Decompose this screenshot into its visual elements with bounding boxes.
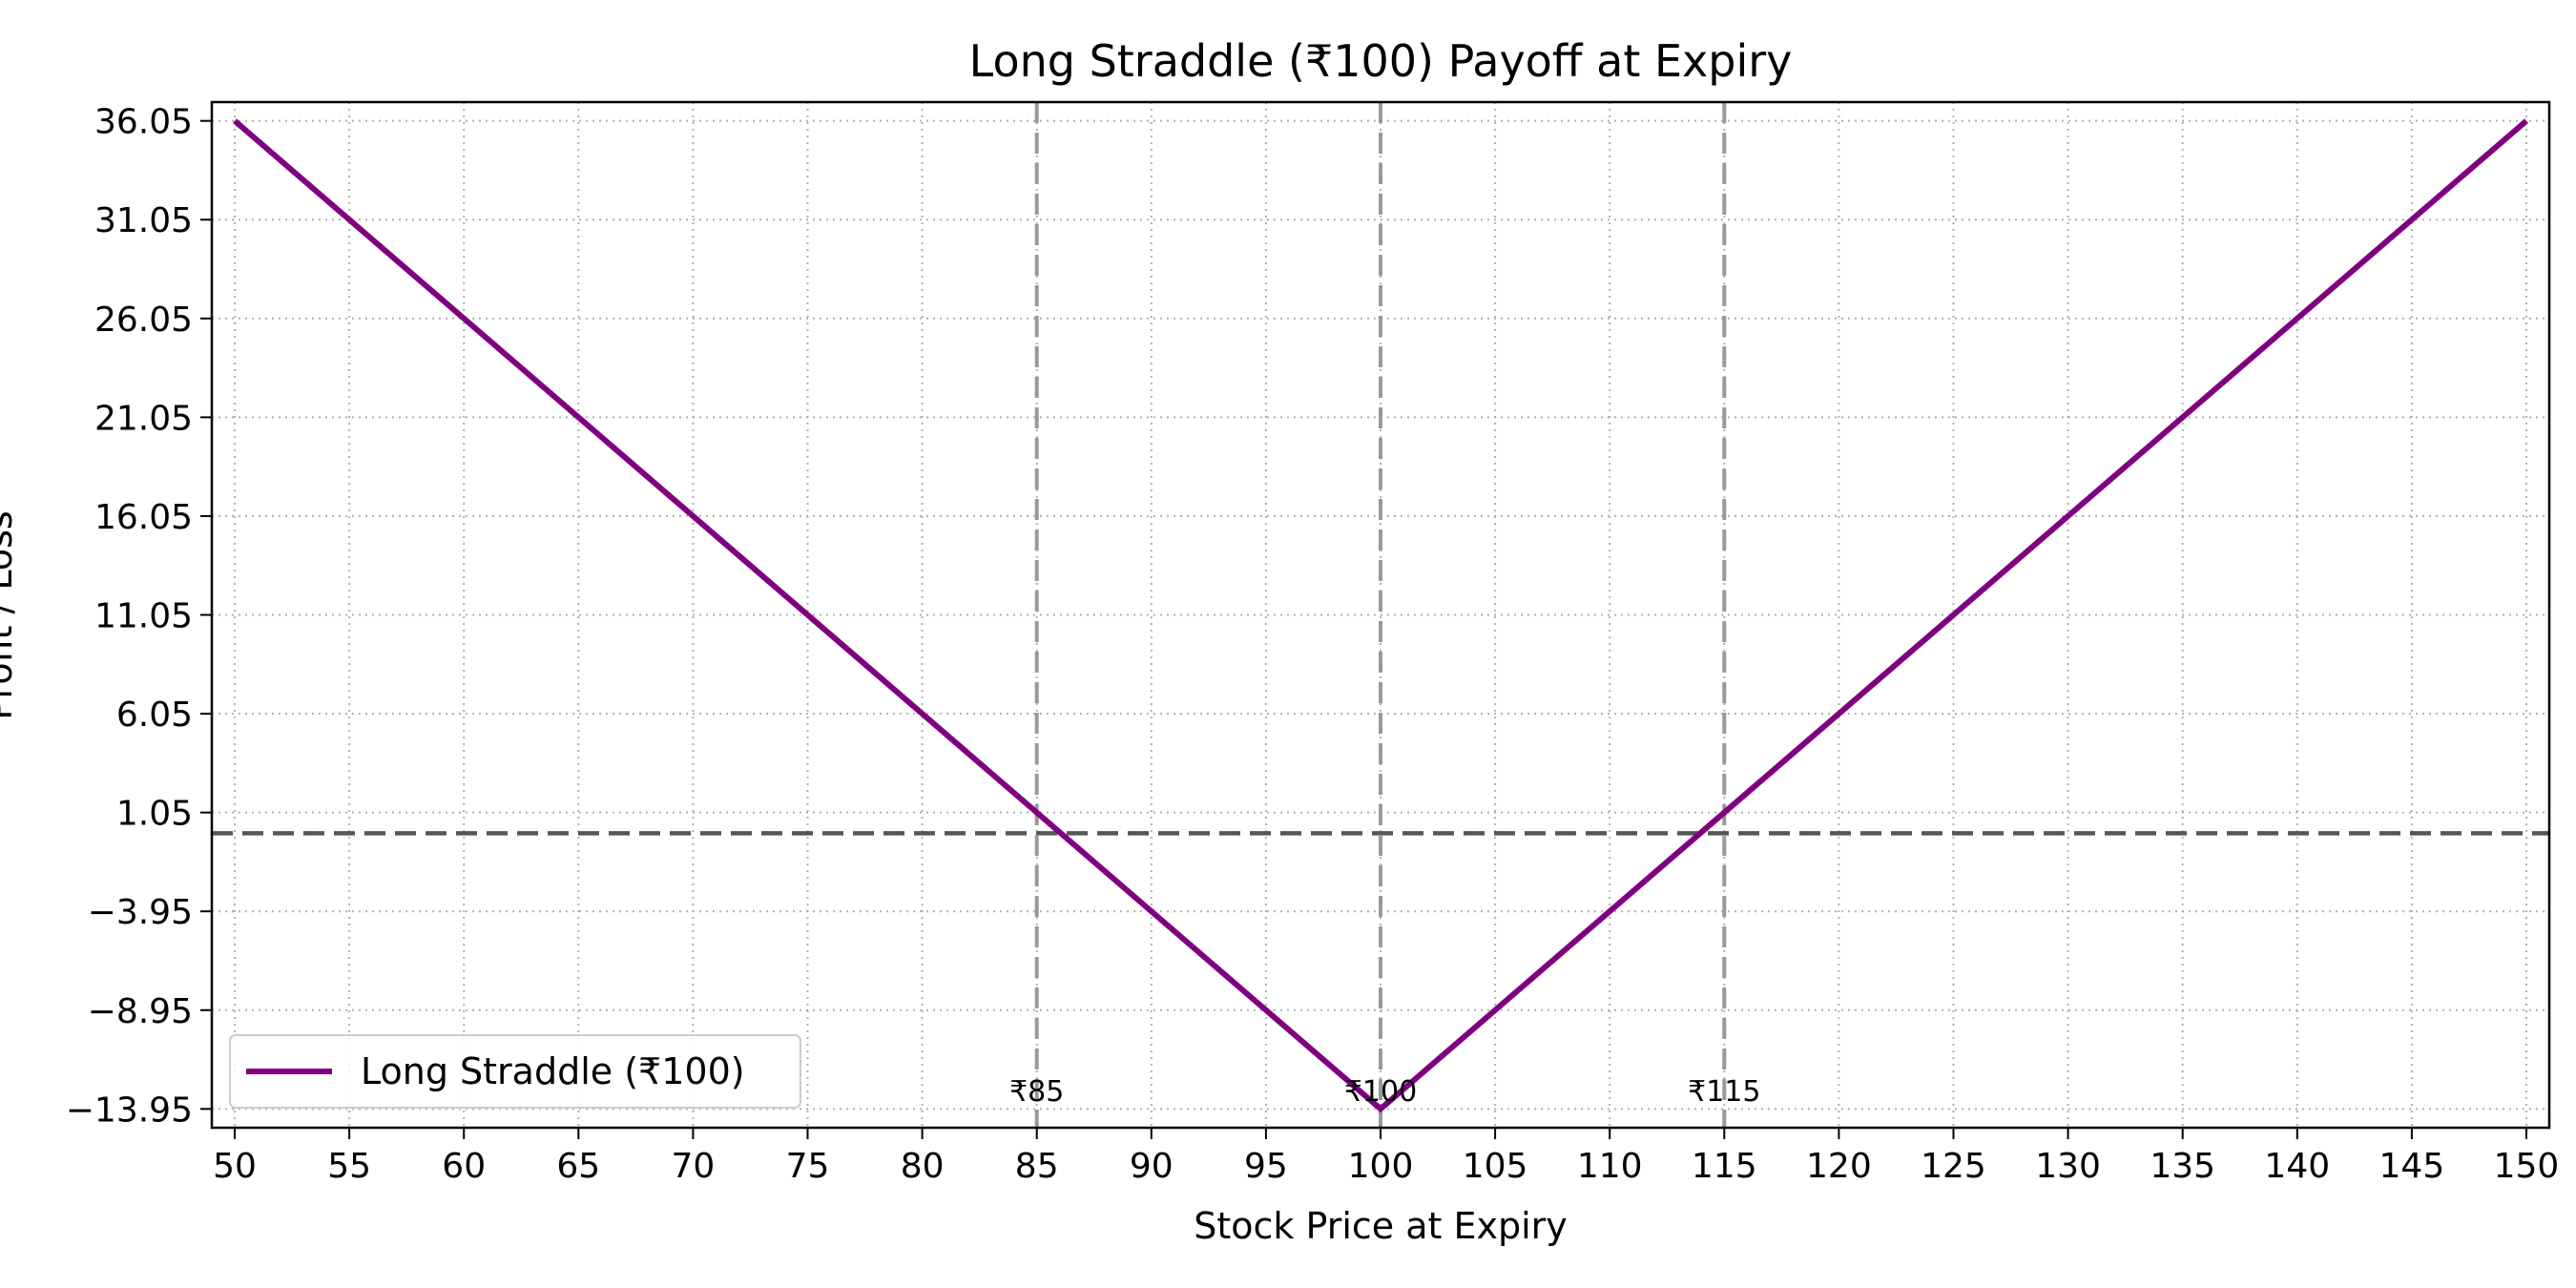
reference-lines bbox=[212, 102, 2549, 1128]
strike-label: ₹115 bbox=[1688, 1075, 1760, 1109]
y-tick-label: 31.05 bbox=[94, 201, 193, 240]
y-axis-ticks: −13.95 −8.95 −3.95 1.05 6.05 11.05 16.05 21.05 2… bbox=[66, 103, 212, 1130]
x-tick-label: 60 bbox=[442, 1147, 486, 1186]
series-line bbox=[233, 118, 2528, 1113]
legend: Long Straddle (₹100) bbox=[229, 1034, 801, 1109]
x-axis-ticks: 50 55 60 65 70 75 80 85 90 95 100 105 110 115 120 125 13… bbox=[213, 1128, 2559, 1186]
y-tick-label: 6.05 bbox=[116, 696, 193, 735]
x-axis-label: Stock Price at Expiry bbox=[1194, 1205, 1568, 1247]
y-tick-label: 1.05 bbox=[116, 795, 193, 834]
x-tick-label: 75 bbox=[786, 1147, 830, 1186]
legend-box bbox=[229, 1034, 801, 1109]
series-layer bbox=[233, 118, 2528, 1113]
strike-label: ₹100 bbox=[1344, 1075, 1417, 1109]
legend-label: Long Straddle (₹100) bbox=[361, 1050, 745, 1092]
y-tick-label: −13.95 bbox=[66, 1091, 193, 1130]
y-tick-label: 36.05 bbox=[94, 103, 193, 142]
x-tick-label: 50 bbox=[213, 1147, 257, 1186]
x-tick-label: 140 bbox=[2264, 1147, 2330, 1186]
x-tick-label: 110 bbox=[1577, 1147, 1643, 1186]
y-tick-label: 21.05 bbox=[94, 399, 193, 438]
y-tick-label: −8.95 bbox=[88, 992, 193, 1031]
x-tick-label: 145 bbox=[2379, 1147, 2445, 1186]
x-tick-label: 150 bbox=[2494, 1147, 2560, 1186]
x-tick-label: 65 bbox=[556, 1147, 600, 1186]
x-tick-label: 100 bbox=[1348, 1147, 1414, 1186]
x-tick-label: 130 bbox=[2035, 1147, 2101, 1186]
x-tick-label: 115 bbox=[1692, 1147, 1757, 1186]
chart-title: Long Straddle (₹100) Payoff at Expiry bbox=[969, 35, 1793, 87]
x-tick-label: 95 bbox=[1244, 1147, 1288, 1186]
y-axis-label: Profit / Loss bbox=[0, 510, 20, 719]
x-tick-label: 80 bbox=[901, 1147, 945, 1186]
x-tick-label: 70 bbox=[672, 1147, 716, 1186]
x-tick-label: 120 bbox=[1806, 1147, 1872, 1186]
y-tick-label: 11.05 bbox=[94, 597, 193, 636]
y-tick-label: 26.05 bbox=[94, 301, 193, 340]
y-tick-label: −3.95 bbox=[88, 893, 193, 932]
annotations: ₹85 ₹100 ₹115 bbox=[1009, 1075, 1760, 1109]
x-tick-label: 135 bbox=[2150, 1147, 2215, 1186]
x-tick-label: 55 bbox=[327, 1147, 371, 1186]
x-tick-label: 85 bbox=[1015, 1147, 1059, 1186]
y-tick-label: 16.05 bbox=[94, 498, 193, 537]
strike-label: ₹85 bbox=[1009, 1075, 1064, 1109]
x-tick-label: 125 bbox=[1921, 1147, 1986, 1186]
x-tick-label: 90 bbox=[1130, 1147, 1174, 1186]
x-tick-label: 105 bbox=[1463, 1147, 1528, 1186]
